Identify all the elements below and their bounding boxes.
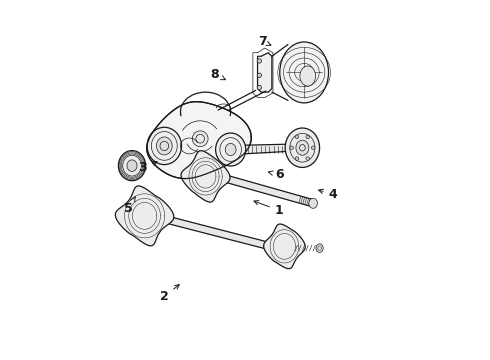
Circle shape [290,146,294,149]
Text: 1: 1 [254,201,283,217]
Circle shape [306,157,310,161]
Circle shape [311,146,315,149]
Ellipse shape [147,127,181,165]
Ellipse shape [309,198,318,208]
Ellipse shape [316,244,323,252]
Polygon shape [147,102,251,179]
Polygon shape [223,175,314,207]
Circle shape [257,73,262,77]
Polygon shape [165,216,278,252]
Ellipse shape [216,133,245,166]
Circle shape [192,131,208,147]
Text: 4: 4 [318,188,337,201]
Polygon shape [181,151,230,202]
Circle shape [306,135,310,139]
Polygon shape [264,224,305,269]
Ellipse shape [285,128,319,167]
Ellipse shape [156,137,172,155]
Text: 5: 5 [124,197,135,215]
Ellipse shape [119,150,146,181]
Polygon shape [258,53,272,92]
Circle shape [295,135,299,139]
Ellipse shape [280,42,329,103]
Text: 8: 8 [210,68,225,81]
Ellipse shape [296,140,309,155]
Polygon shape [245,144,290,154]
Ellipse shape [127,160,137,171]
Text: 3: 3 [139,161,157,174]
Polygon shape [115,186,174,246]
Ellipse shape [225,143,236,156]
Text: 6: 6 [269,168,283,181]
Ellipse shape [300,66,316,86]
Circle shape [257,85,262,90]
Text: 2: 2 [160,285,179,303]
Circle shape [257,59,262,63]
Circle shape [295,157,299,161]
Text: 7: 7 [259,35,271,49]
